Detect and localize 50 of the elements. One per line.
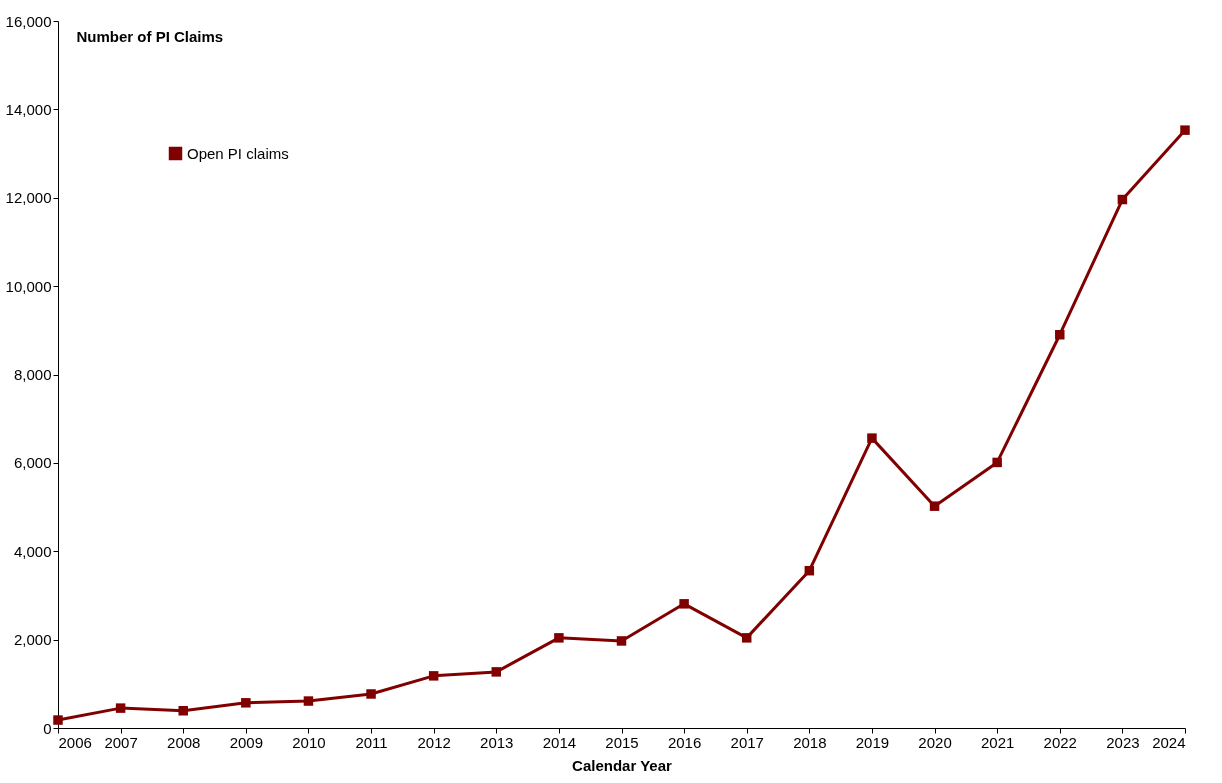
x-tick-label: 2007 [104, 733, 138, 751]
y-tick-label: 10,000 [5, 277, 52, 295]
point [679, 599, 689, 609]
y-tick-label: 12,000 [5, 189, 52, 207]
x-tick-label: 2018 [793, 733, 827, 751]
point [616, 636, 627, 646]
point [53, 715, 63, 725]
point [491, 667, 502, 677]
y-tick-label: 16,000 [5, 12, 52, 30]
legend-label: Open PI claims [187, 144, 289, 162]
y-tick-label: 14,000 [5, 100, 52, 118]
point [929, 501, 940, 511]
point [554, 633, 564, 643]
point [1180, 125, 1190, 135]
x-tick-label: 2010 [292, 733, 326, 751]
point [992, 457, 1002, 468]
y-axis-title: Number of PI Claims [76, 27, 224, 45]
x-tick-label: 2015 [605, 733, 639, 751]
x-tick-label: 2016 [667, 733, 702, 751]
x-tick-label: 2008 [167, 733, 201, 751]
x-tick-label: 2009 [229, 733, 264, 751]
point [303, 696, 314, 706]
x-tick-label: 2014 [542, 733, 577, 751]
x-tick-label: 2019 [855, 733, 890, 751]
x-axis-title: Calendar Year [572, 756, 673, 774]
x-tick-label: 2013 [480, 733, 514, 751]
x-tick-label: 2012 [417, 733, 451, 751]
point [1117, 194, 1128, 205]
x-tick-label: 2006 [58, 733, 92, 751]
point [115, 703, 126, 713]
x-tick-label: 2024 [1152, 733, 1186, 751]
y-tick-label: 0 [43, 719, 52, 737]
point [428, 671, 439, 681]
point [804, 565, 815, 576]
point [178, 706, 188, 716]
y-tick-label: 8,000 [13, 366, 52, 383]
point [741, 633, 752, 643]
x-tick-label: 2022 [1043, 733, 1077, 751]
point [867, 433, 877, 443]
point [1055, 329, 1065, 340]
x-tick-label: 2017 [730, 733, 764, 751]
y-tick-label: 6,000 [13, 454, 52, 472]
point [366, 689, 376, 699]
y-tick-label: 2,000 [13, 631, 52, 649]
x-tick-label: 2023 [1106, 733, 1140, 751]
x-tick-label: 2020 [918, 733, 952, 751]
point [241, 698, 251, 708]
x-tick-label: 2011 [355, 733, 388, 751]
x-tick-label: 2021 [980, 733, 1015, 751]
y-tick-label: 4,000 [13, 542, 52, 560]
